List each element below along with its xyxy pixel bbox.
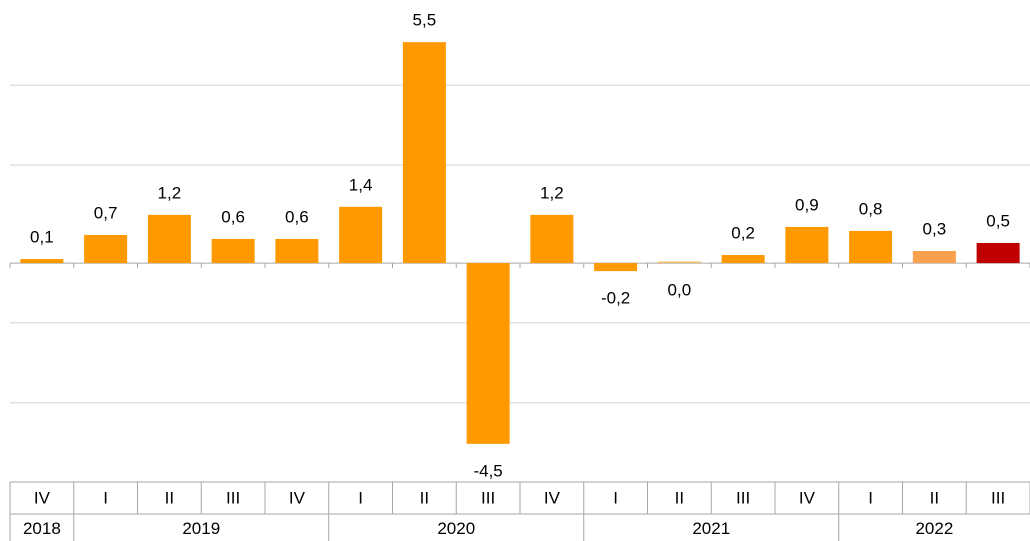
value-label: 0,8 <box>859 199 883 218</box>
value-label: 0,7 <box>94 203 118 222</box>
quarter-label: I <box>868 488 873 507</box>
bar <box>785 226 829 264</box>
bar <box>275 238 319 264</box>
quarter-label: IV <box>289 488 306 507</box>
value-label: 0,6 <box>221 207 245 226</box>
bar <box>976 242 1020 264</box>
quarter-label: IV <box>799 488 816 507</box>
value-label: 1,4 <box>349 175 373 194</box>
quarter-label: III <box>991 488 1005 507</box>
quarter-label: III <box>736 488 750 507</box>
year-label: 2020 <box>437 519 475 538</box>
value-label: -0,2 <box>601 289 630 308</box>
year-label: 2018 <box>23 519 61 538</box>
quarter-label: III <box>226 488 240 507</box>
value-label: 0,3 <box>923 220 947 239</box>
value-label: 0,2 <box>731 224 755 243</box>
quarter-label: I <box>613 488 618 507</box>
quarter-label: II <box>930 488 939 507</box>
bar <box>84 234 128 264</box>
value-label: 5,5 <box>413 11 437 30</box>
value-label: 0,1 <box>30 228 54 247</box>
value-label: 0,0 <box>668 281 692 300</box>
year-label: 2019 <box>182 519 220 538</box>
bar <box>657 261 701 264</box>
quarter-label: I <box>358 488 363 507</box>
value-label: 0,5 <box>986 211 1010 230</box>
quarter-label: II <box>165 488 174 507</box>
quarter-label: II <box>675 488 684 507</box>
value-label: 1,2 <box>158 183 182 202</box>
bar <box>530 214 574 264</box>
bar <box>402 42 446 264</box>
bar <box>721 255 765 264</box>
bar <box>466 263 510 444</box>
value-label: 0,6 <box>285 207 309 226</box>
year-label: 2021 <box>692 519 730 538</box>
bar <box>147 214 191 264</box>
bar <box>211 238 255 264</box>
quarter-label: II <box>420 488 429 507</box>
quarter-label: III <box>481 488 495 507</box>
year-label: 2022 <box>915 519 953 538</box>
quarter-label: IV <box>544 488 561 507</box>
bar <box>339 206 383 264</box>
quarter-label: IV <box>34 488 51 507</box>
value-label: 1,2 <box>540 183 564 202</box>
value-label: -4,5 <box>473 461 502 480</box>
bar <box>594 263 638 272</box>
bar <box>20 259 64 264</box>
bar <box>912 251 956 264</box>
value-label: 0,9 <box>795 195 819 214</box>
quarter-label: I <box>103 488 108 507</box>
bar <box>849 230 893 264</box>
